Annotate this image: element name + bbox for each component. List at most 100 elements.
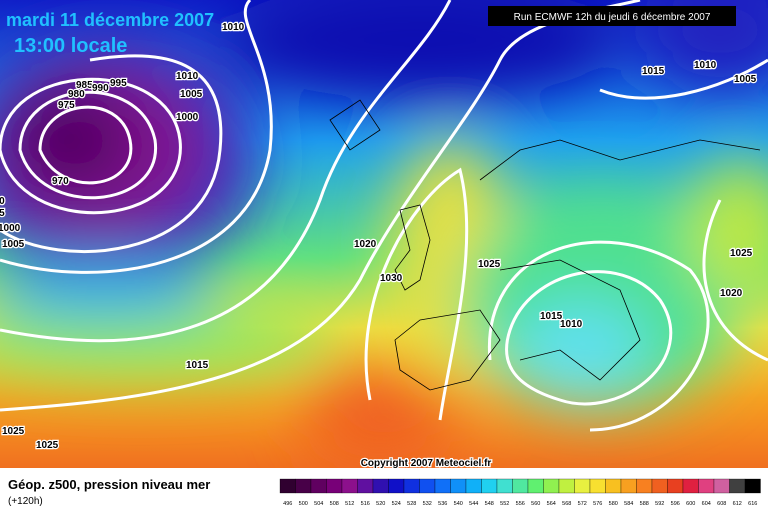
scale-swatch [496,478,513,494]
scale-label: 544 [469,501,478,507]
isobar-label: 975 [58,100,75,111]
scale-swatch [388,478,405,494]
scale-label: 596 [671,501,680,507]
scale-swatch [481,478,498,494]
scale-label: 564 [547,501,556,507]
footer-lead: (+120h) [8,496,43,507]
scale-swatch [698,478,715,494]
scale-swatch [326,478,343,494]
isobar-label: 970 [52,176,69,187]
scale-label: 524 [392,501,401,507]
isobar-label: 1010 [694,60,717,71]
scale-label: 536 [438,501,447,507]
isobar-label: 990 [0,196,5,207]
scale-swatch [589,478,606,494]
scale-label: 516 [361,501,370,507]
isobar-label: 1010 [560,319,583,330]
scale-swatch [729,478,746,494]
scale-swatch [419,478,436,494]
scale-label: 592 [655,501,664,507]
isobar-label: 995 [110,78,127,89]
isobar-label: 1005 [734,74,757,85]
isobar-label: 985 [76,80,93,91]
scale-swatch [744,478,761,494]
scale-label: 584 [624,501,633,507]
scale-swatch [279,478,296,494]
scale-label: 560 [531,501,540,507]
scale-label: 520 [376,501,385,507]
run-box [488,6,736,26]
isobar-label: 1025 [36,440,59,451]
isobar-label: 995 [0,208,5,219]
isobar-label: 1025 [478,259,501,270]
scale-swatch [682,478,699,494]
scale-label: 588 [640,501,649,507]
isobar-label: 1015 [540,311,563,322]
time-label: 13:00 locale [14,35,127,57]
isobar-label: 1005 [180,89,203,100]
date-label: mardi 11 décembre 2007 [6,10,214,30]
isobar-label: 1015 [642,66,665,77]
scale-swatch [558,478,575,494]
scale-swatch [434,478,451,494]
scale-label: 552 [500,501,509,507]
scale-swatch [512,478,529,494]
scale-swatch [295,478,312,494]
scale-swatch [605,478,622,494]
coastlines [329,99,761,391]
scale-swatch [667,478,684,494]
scale-label: 496 [283,501,292,507]
scale-swatch [713,478,730,494]
isobar-label: 1020 [720,288,743,299]
scale-label: 528 [407,501,416,507]
scale-label: 572 [578,501,587,507]
scale-swatch [310,478,327,494]
scale-label: 616 [748,501,757,507]
scale-label: 600 [686,501,695,507]
isobar-label: 1015 [186,360,209,371]
scale-label: 608 [717,501,726,507]
scale-label: 540 [454,501,463,507]
scale-swatch [450,478,467,494]
scale-label: 548 [485,501,494,507]
scale-label: 512 [345,501,354,507]
isobar-label: 1025 [730,248,753,259]
scale-swatch [372,478,389,494]
isobar-label: 1005 [2,239,25,250]
isobar-label: 1010 [222,22,245,33]
scale-label: 604 [702,501,711,507]
run-label: Run ECMWF 12h du jeudi 6 décembre 2007 [514,12,711,23]
scale-swatch [465,478,482,494]
isobar-label: 1000 [0,223,21,234]
scale-label: 532 [423,501,432,507]
scale-swatch [543,478,560,494]
scale-label: 500 [299,501,308,507]
scale-swatch [403,478,420,494]
scale-label: 580 [609,501,618,507]
scale-label: 568 [562,501,571,507]
copyright: Copyright 2007 Meteociel.fr [361,458,492,469]
isobar-label: 990 [92,83,109,94]
scale-label: 504 [314,501,323,507]
scale-swatch [651,478,668,494]
scale-swatch [620,478,637,494]
footer-title: Géop. z500, pression niveau mer [8,477,210,492]
scale-label: 612 [733,501,742,507]
scale-label: 576 [593,501,602,507]
scale-label: 508 [330,501,339,507]
isobar-label: 980 [68,89,85,100]
scale-swatch [341,478,358,494]
scale-swatch [527,478,544,494]
scale-swatch [574,478,591,494]
isobars [0,0,768,430]
isobar-label: 1030 [380,273,403,284]
scale-label: 556 [516,501,525,507]
field [0,0,768,468]
scale-swatch [636,478,653,494]
isobar-label: 1020 [354,239,377,250]
isobar-label: 1000 [176,112,199,123]
isobar-label: 1010 [176,71,199,82]
scale-swatch [357,478,374,494]
